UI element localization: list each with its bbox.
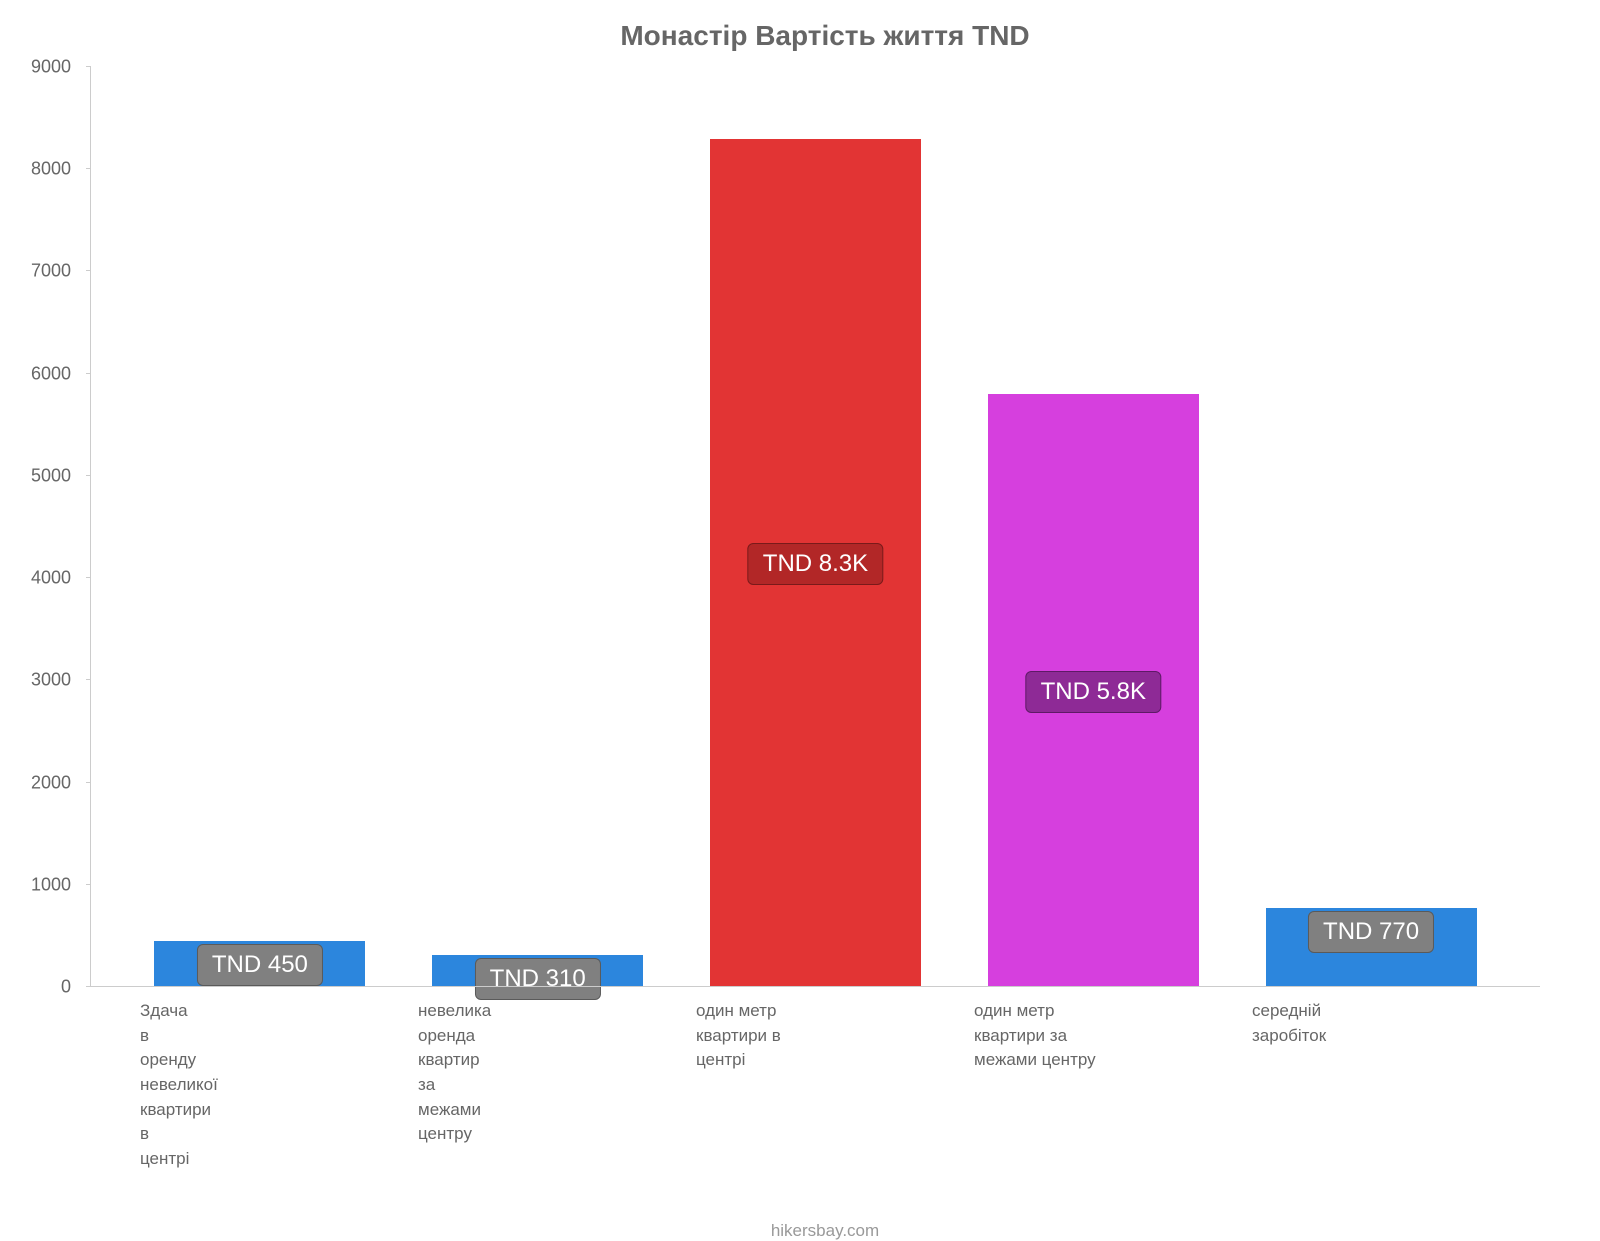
x-axis-label: Здачаворендуневеликоїквартиривцентрі <box>140 999 320 1171</box>
y-tick-label: 3000 <box>11 670 71 691</box>
bar-slot: TND 450 <box>121 67 399 987</box>
y-tick-label: 0 <box>11 977 71 998</box>
bar: TND 310 <box>432 955 643 987</box>
x-axis-label: один метрквартири вцентрі <box>696 999 876 1073</box>
y-tick-mark <box>86 986 91 987</box>
bar-slot: TND 8.3K <box>677 67 955 987</box>
x-axis-labels: Здачаворендуневеликоїквартиривцентрі неве… <box>90 999 1540 1171</box>
bar-value-label: TND 8.3K <box>748 543 883 585</box>
y-tick-mark <box>86 577 91 578</box>
bar-value-label: TND 770 <box>1308 911 1434 953</box>
x-label-slot: середнійзаробіток <box>1232 999 1510 1171</box>
x-label-slot: один метрквартири вцентрі <box>676 999 954 1171</box>
y-axis: 0100020003000400050006000700080009000 <box>21 67 81 987</box>
x-axis-label: невеликаорендаквартирзамежамицентру <box>418 999 598 1147</box>
x-label-slot: один метрквартири замежами центру <box>954 999 1232 1171</box>
bars-group: TND 450 TND 310 TND 8.3K TND 5.8K TND 770 <box>91 67 1540 987</box>
bar-slot: TND 5.8K <box>954 67 1232 987</box>
y-tick-mark <box>86 168 91 169</box>
bar-value-label: TND 5.8K <box>1026 671 1161 713</box>
y-tick-label: 6000 <box>11 363 71 384</box>
attribution: hikersbay.com <box>90 1221 1560 1241</box>
y-tick-mark <box>86 66 91 67</box>
bar-slot: TND 310 <box>399 67 677 987</box>
x-axis-label: один метрквартири замежами центру <box>974 999 1154 1073</box>
y-tick-label: 9000 <box>11 57 71 78</box>
y-tick-mark <box>86 884 91 885</box>
bar: TND 8.3K <box>710 139 921 987</box>
y-tick-label: 7000 <box>11 261 71 282</box>
chart-container: Монастір Вартість життя TND 010002000300… <box>0 0 1600 1200</box>
bar: TND 770 <box>1266 908 1477 987</box>
y-tick-mark <box>86 782 91 783</box>
bar: TND 450 <box>154 941 365 987</box>
y-tick-mark <box>86 475 91 476</box>
y-tick-mark <box>86 373 91 374</box>
bar: TND 5.8K <box>988 394 1199 987</box>
y-tick-label: 4000 <box>11 568 71 589</box>
plot-area: 0100020003000400050006000700080009000 TN… <box>90 67 1540 987</box>
x-axis-label: середнійзаробіток <box>1252 999 1432 1048</box>
bar-slot: TND 770 <box>1232 67 1510 987</box>
x-label-slot: Здачаворендуневеликоїквартиривцентрі <box>120 999 398 1171</box>
y-tick-mark <box>86 679 91 680</box>
bar-value-label: TND 310 <box>475 958 601 1000</box>
y-tick-label: 5000 <box>11 465 71 486</box>
y-tick-label: 1000 <box>11 874 71 895</box>
chart-title: Монастір Вартість життя TND <box>90 20 1560 52</box>
bar-value-label: TND 450 <box>197 944 323 986</box>
baseline <box>91 986 1540 987</box>
y-tick-label: 2000 <box>11 772 71 793</box>
x-label-slot: невеликаорендаквартирзамежамицентру <box>398 999 676 1171</box>
y-tick-label: 8000 <box>11 159 71 180</box>
y-tick-mark <box>86 270 91 271</box>
